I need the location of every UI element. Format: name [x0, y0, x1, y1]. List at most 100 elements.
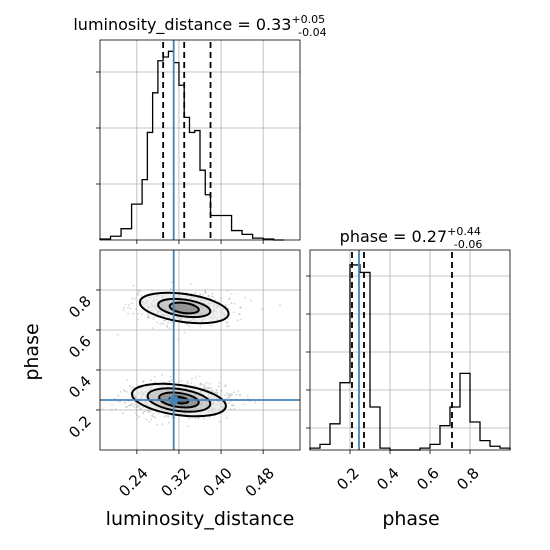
sample-point-508: [238, 313, 241, 315]
sample-point-566: [147, 316, 150, 319]
sample-point-608: [187, 417, 190, 420]
sample-point-148: [127, 304, 130, 306]
sample-point-1351: [226, 416, 228, 419]
sample-point-634: [136, 414, 139, 417]
sample-point-1179: [180, 379, 183, 382]
sample-point-246: [228, 297, 231, 300]
sample-point-422: [233, 302, 236, 305]
sample-point-1167: [130, 402, 133, 405]
sample-point-104: [204, 291, 207, 294]
sample-point-1033: [223, 394, 226, 396]
sample-point-1271: [140, 408, 143, 410]
sample-point-187: [166, 326, 169, 328]
sample-point-1483: [177, 381, 180, 383]
sample-point-498: [123, 306, 125, 309]
phase-histogram-axis-label: phase: [382, 508, 439, 530]
phase-ytick-label-1: 0.4: [65, 372, 95, 402]
sample-point-592: [148, 315, 150, 317]
sample-point-227: [199, 325, 202, 328]
sample-point-709: [165, 414, 167, 417]
sample-point-587: [212, 296, 215, 298]
sample-point-668: [170, 379, 173, 382]
contour-mode-0-level-2: [168, 301, 200, 315]
sample-point-350: [225, 321, 228, 323]
contour-mode-1-level-3: [168, 395, 190, 405]
sample-point-798: [237, 390, 239, 393]
sample-point-63: [210, 295, 213, 298]
sample-point-234: [152, 318, 155, 320]
sample-point-281: [168, 327, 171, 330]
sample-point-711: [114, 408, 117, 410]
sample-point-1162: [169, 375, 172, 378]
sample-point-138: [164, 319, 167, 322]
sample-point-1481: [129, 404, 132, 407]
sample-point-1026: [147, 411, 150, 414]
sample-point-220: [189, 283, 192, 286]
sample-point-930: [194, 376, 197, 379]
luminosity-distance-quantile-lines: [162, 42, 212, 240]
sample-point-1178: [157, 412, 160, 415]
sample-point-1211: [254, 401, 256, 404]
sample-point-729: [216, 389, 218, 392]
sample-point-256: [166, 324, 169, 327]
sample-point-1025: [235, 393, 238, 396]
sample-point-1324: [228, 401, 230, 404]
sample-point-1011: [136, 417, 139, 420]
luminosity-distance-title-equals: =: [232, 15, 256, 34]
sample-point-649: [150, 418, 153, 421]
sample-point-414: [227, 307, 230, 310]
sample-point-1038: [142, 381, 145, 383]
sample-point-1013: [150, 379, 153, 382]
sample-point-324: [260, 308, 263, 311]
sample-point-763: [220, 389, 223, 392]
phase-vs-distance-grid: [100, 250, 300, 450]
sample-point-840: [138, 415, 141, 418]
phase-vs-distance-contours: [130, 291, 230, 418]
sample-point-719: [242, 403, 245, 405]
sample-point-26: [239, 306, 242, 308]
sample-point-292: [135, 308, 138, 311]
sample-point-1074: [127, 404, 130, 406]
sample-point-546: [151, 327, 154, 330]
sample-point-810: [132, 386, 135, 389]
sample-point-767: [212, 390, 214, 392]
sample-point-859: [145, 418, 148, 421]
luminosity-distance-histogram-panel: luminosity_distance = 0.33+0.05 -0.04: [73, 13, 327, 244]
sample-point-194: [127, 312, 130, 315]
sample-point-387: [177, 338, 180, 341]
sample-point-1377: [214, 392, 217, 394]
sample-point-788: [218, 421, 221, 424]
sample-point-707: [121, 412, 124, 415]
sample-point-365: [185, 291, 188, 294]
phase-title: phase = 0.27+0.44 -0.06: [340, 225, 483, 251]
sample-point-1317: [150, 415, 153, 417]
luminosity-distance-histogram-yticks: [96, 71, 264, 244]
sample-point-1091: [154, 417, 156, 419]
sample-point-1281: [229, 408, 232, 410]
sample-point-191: [137, 312, 140, 315]
sample-point-713: [230, 393, 232, 395]
phase-histogram-grid: [310, 250, 510, 450]
sample-point-1332: [239, 394, 242, 396]
sample-point-140: [207, 295, 210, 298]
sample-point-598: [250, 299, 253, 302]
sample-point-1302: [136, 405, 138, 408]
sample-point-1144: [133, 405, 135, 408]
sample-point-625: [205, 388, 208, 390]
sample-point-581: [122, 309, 125, 312]
contour-mode-1-level-2: [158, 391, 200, 409]
luminosity-distance-title-plus: +0.05: [291, 13, 325, 26]
sample-point-21: [137, 293, 139, 296]
distance-xticks: 0.24 0.32 0.40 0.48: [115, 450, 278, 500]
sample-point-1028: [233, 391, 236, 394]
contour-mode-1-level-1: [146, 387, 212, 413]
sample-point-1075: [130, 403, 132, 406]
sample-point-871: [208, 387, 210, 389]
sample-point-461: [159, 323, 162, 326]
distance-xtick-label-3: 0.48: [242, 464, 278, 500]
sample-point-960: [132, 403, 135, 406]
sample-point-415: [224, 304, 227, 307]
sample-point-1193: [186, 425, 189, 427]
sample-point-980: [233, 407, 236, 410]
sample-point-741: [226, 396, 229, 399]
